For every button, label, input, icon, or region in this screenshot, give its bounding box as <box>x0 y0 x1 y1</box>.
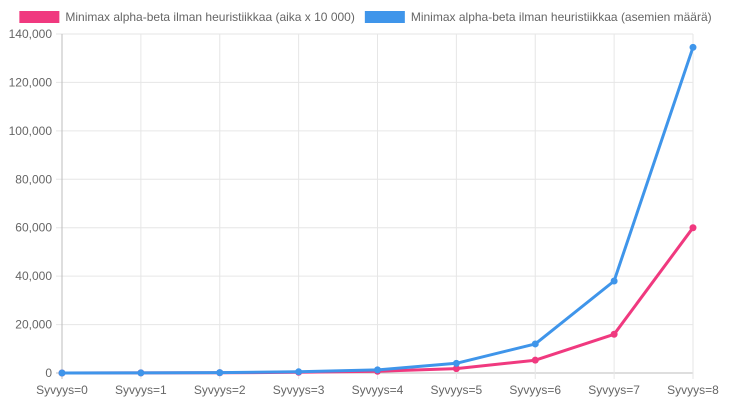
data-point[interactable] <box>452 365 460 373</box>
legend: Minimax alpha-beta ilman heuristiikkaa (… <box>19 10 712 24</box>
data-point[interactable] <box>610 330 618 338</box>
data-point[interactable] <box>216 369 224 377</box>
legend-swatch <box>19 11 60 23</box>
y-tick-label: 40,000 <box>15 269 52 283</box>
y-tick-label: 140,000 <box>9 27 53 41</box>
x-tick-label: Syvyys=6 <box>509 383 561 397</box>
series-2 <box>58 43 697 377</box>
data-point[interactable] <box>689 43 697 51</box>
x-tick-label: Syvyys=7 <box>588 383 640 397</box>
grid <box>56 33 694 379</box>
legend-label: Minimax alpha-beta ilman heuristiikkaa (… <box>65 10 354 24</box>
x-tick-label: Syvyys=2 <box>194 383 246 397</box>
y-tick-label: 20,000 <box>15 318 52 332</box>
data-point[interactable] <box>295 368 303 376</box>
series-layer <box>58 43 697 377</box>
data-point[interactable] <box>531 340 539 348</box>
data-point[interactable] <box>531 356 539 364</box>
x-axis: Syvyys=0 Syvyys=1 Syvyys=2 Syvyys=3 Syvyys=4… <box>36 383 719 397</box>
y-axis: 0 20,000 40,000 60,000 80,000 100,000 120,000 1… <box>9 27 53 380</box>
y-tick-label: 80,000 <box>15 172 52 186</box>
y-tick-label: 0 <box>45 366 52 380</box>
x-tick-label: Syvyys=1 <box>115 383 167 397</box>
data-point[interactable] <box>374 366 381 374</box>
data-point[interactable] <box>610 277 618 285</box>
y-tick-label: 120,000 <box>9 75 53 89</box>
data-point[interactable] <box>452 359 460 367</box>
legend-item-2[interactable]: Minimax alpha-beta ilman heuristiikkaa (… <box>364 10 712 24</box>
data-point[interactable] <box>689 224 697 232</box>
data-point[interactable] <box>137 369 145 377</box>
legend-item-1[interactable]: Minimax alpha-beta ilman heuristiikkaa (… <box>19 10 355 24</box>
y-tick-label: 60,000 <box>15 221 52 235</box>
x-tick-label: Syvyys=0 <box>36 383 88 397</box>
legend-label: Minimax alpha-beta ilman heuristiikkaa (… <box>411 10 712 24</box>
x-tick-label: Syvyys=8 <box>667 383 719 397</box>
y-tick-label: 100,000 <box>9 124 53 138</box>
data-point[interactable] <box>58 369 66 377</box>
x-tick-label: Syvyys=5 <box>431 383 483 397</box>
x-tick-label: Syvyys=3 <box>273 383 325 397</box>
legend-swatch <box>364 11 405 23</box>
x-tick-label: Syvyys=4 <box>352 383 404 397</box>
